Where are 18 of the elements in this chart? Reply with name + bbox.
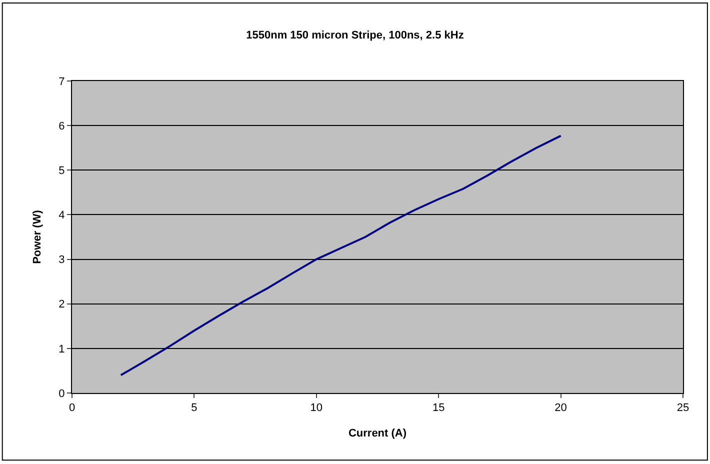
x-tick-label: 25 [676, 402, 690, 414]
y-tick-label: 4 [58, 210, 65, 222]
chart-title: 1550nm 150 micron Stripe, 100ns, 2.5 kHz [246, 30, 464, 42]
y-tick-label: 7 [58, 76, 65, 88]
x-axis-title: Current (A) [348, 427, 407, 440]
y-tick-label: 0 [58, 388, 65, 400]
y-tick-label: 2 [58, 298, 65, 311]
x-tick-label: 20 [554, 402, 567, 414]
y-tick-label: 6 [58, 120, 65, 132]
y-tick-label: 5 [58, 164, 65, 177]
x-tick-label: 15 [432, 402, 445, 414]
line-series [120, 134, 562, 376]
x-tick-label: 5 [191, 402, 198, 414]
y-tick-label: 1 [58, 343, 65, 356]
y-tick-label: 3 [58, 254, 65, 266]
x-tick-label: 0 [68, 402, 76, 414]
y-axis-title: Power (W) [31, 210, 44, 264]
x-tick-label: 10 [310, 402, 323, 414]
